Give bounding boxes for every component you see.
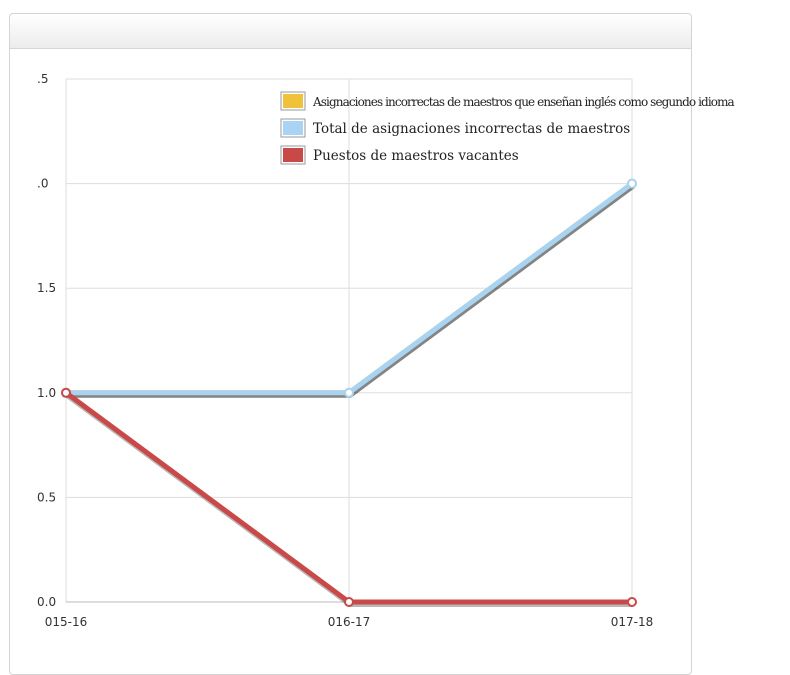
series-line-shadow — [67, 183, 635, 398]
y-tick-label: 1.5 — [37, 281, 56, 295]
y-tick-label: .5 — [37, 72, 48, 86]
legend-entry: Puestos de maestros vacantes — [280, 145, 519, 165]
series-line-shadow — [65, 392, 633, 607]
y-tick-label: 1.0 — [37, 386, 56, 400]
series-point — [627, 597, 637, 607]
series-point — [344, 387, 354, 398]
series-point — [627, 178, 637, 189]
series-line-shadow — [67, 183, 635, 398]
chart-panel — [9, 13, 692, 675]
legend-swatch — [283, 94, 303, 108]
line-chart: 0.0 0.5 1.0 1.5 .0 .5 015-16 016-17 017-18 Asig… — [37, 72, 735, 629]
legend-entry: Total de asignaciones incorrectas de mae… — [280, 118, 630, 138]
legend-swatch — [283, 121, 303, 135]
series-point — [344, 597, 354, 607]
chart-series — [61, 178, 637, 607]
panel-header — [10, 14, 691, 49]
chart-legend: Asignaciones incorrectas de maestros que… — [280, 91, 735, 165]
x-axis-ticks: 015-16 016-17 017-18 — [45, 615, 654, 629]
x-tick-label: 017-18 — [611, 615, 654, 629]
legend-label: Total de asignaciones incorrectas de mae… — [313, 121, 630, 137]
y-tick-label: 0.0 — [37, 595, 56, 609]
legend-swatch — [283, 148, 303, 162]
legend-label: Asignaciones incorrectas de maestros que… — [312, 95, 735, 109]
x-tick-label: 016-17 — [328, 615, 371, 629]
x-tick-label: 015-16 — [45, 615, 88, 629]
series-point — [61, 387, 71, 398]
series-2 — [61, 387, 637, 607]
y-tick-label: .0 — [37, 177, 48, 191]
legend-entry: Asignaciones incorrectas de maestros que… — [280, 91, 735, 111]
y-tick-label: 0.5 — [37, 490, 56, 504]
legend-label: Puestos de maestros vacantes — [313, 148, 519, 164]
y-axis-ticks: 0.0 0.5 1.0 1.5 .0 .5 — [37, 72, 56, 609]
